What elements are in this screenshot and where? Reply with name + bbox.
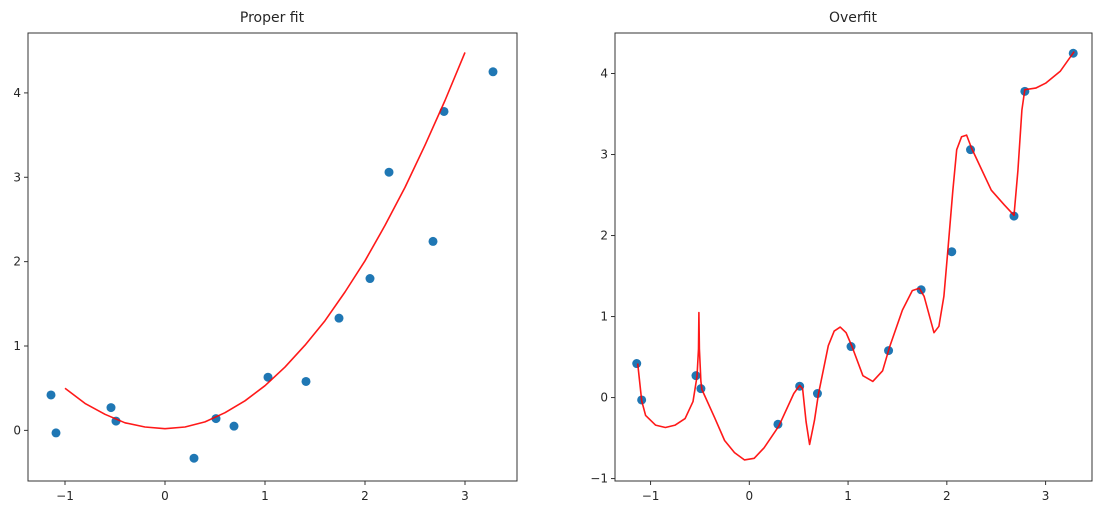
data-point (428, 236, 438, 246)
data-point (632, 359, 642, 369)
y-tick-label: −1 (590, 472, 608, 486)
chart-title: Overfit (829, 10, 877, 26)
data-point (384, 167, 394, 177)
data-point (106, 403, 116, 413)
data-point (229, 421, 239, 431)
y-tick-label: 4 (600, 67, 608, 81)
data-point (189, 453, 199, 463)
y-tick-label: 2 (13, 255, 21, 269)
data-point (46, 390, 56, 400)
chart-title: Proper fit (240, 10, 305, 26)
x-tick-label: 1 (261, 489, 269, 503)
y-tick-label: 0 (600, 391, 608, 405)
y-tick-label: 4 (13, 86, 21, 100)
axes-frame (27, 32, 518, 482)
axes-proper-fit: Proper fit −1 0 1 2 3 0 1 2 3 4 (13, 10, 518, 503)
data-point (301, 376, 311, 386)
x-tick-label: 3 (1042, 489, 1050, 503)
data-point (334, 313, 344, 323)
data-point (691, 371, 701, 381)
x-tick-label: 3 (461, 489, 469, 503)
y-tick-label: 3 (600, 148, 608, 162)
data-point (947, 247, 957, 257)
x-tick-label: 1 (844, 489, 852, 503)
axes-frame (614, 32, 1093, 482)
x-tick-label: 0 (745, 489, 753, 503)
axes-overfit: Overfit −1 0 1 2 3 −1 0 1 2 3 4 (590, 10, 1093, 503)
x-tick-label: −1 (642, 489, 660, 503)
x-tick-label: 2 (943, 489, 951, 503)
x-tick-label: −1 (56, 489, 74, 503)
x-tick-label: 0 (161, 489, 169, 503)
x-tick-label: 2 (361, 489, 369, 503)
y-tick-label: 2 (600, 229, 608, 243)
data-point (263, 372, 273, 382)
y-tick-label: 1 (13, 339, 21, 353)
y-tick-label: 1 (600, 310, 608, 324)
data-point (488, 67, 498, 77)
fit-line (64, 52, 466, 430)
y-tick-label: 3 (13, 170, 21, 184)
y-tick-label: 0 (13, 423, 21, 437)
data-point (365, 274, 375, 284)
data-point (51, 428, 61, 438)
fit-line (636, 51, 1075, 461)
